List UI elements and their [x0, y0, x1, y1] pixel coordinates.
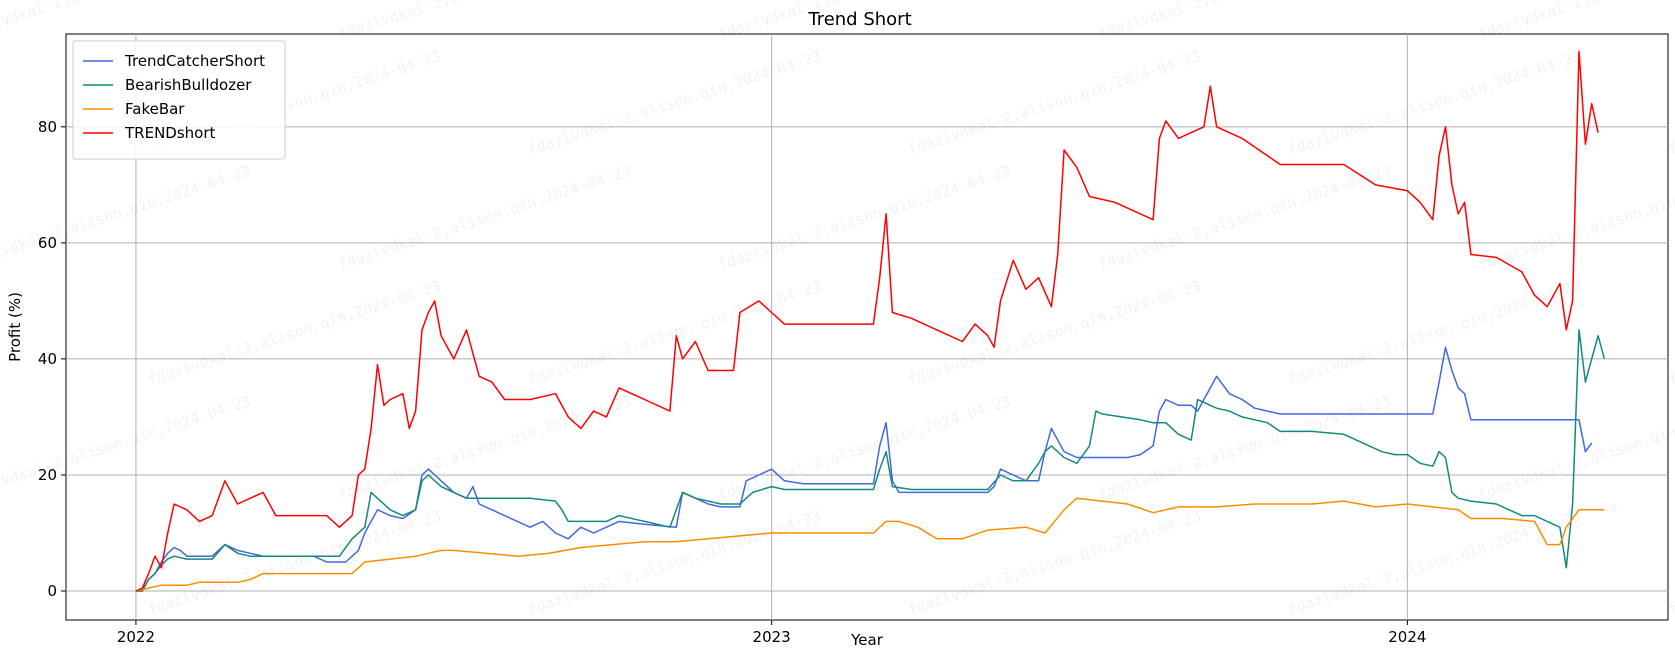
- y-tick-label: 0: [47, 582, 57, 600]
- chart-title: Trend Short: [807, 9, 911, 30]
- watermark-text: fdazlvdkal-2,alison.qin,2024-04-23: [1476, 0, 1675, 44]
- series-line-trendshort: [135, 50, 1599, 592]
- watermark-text: fdazlvdkal-2,alison.qin,2024-04-23: [1666, 277, 1675, 389]
- watermark-text: fdazlvdkal-2,alison.qin,2024-04-23: [0, 0, 253, 44]
- watermark-text: fdazlvdkal-2,alison.qin,2024-04-23: [336, 162, 634, 274]
- y-axis-title: Profit (%): [6, 292, 24, 362]
- legend-label: BearishBulldozer: [125, 76, 252, 94]
- x-tick-label: 2024: [1388, 628, 1426, 646]
- watermark-text: fdazlvdkal-2,alison.qin,2024-04-23: [146, 277, 444, 389]
- watermark-text: fdazlvdkal-2,alison.qin,2024-04-23: [1286, 277, 1584, 389]
- series-line-fakebar: [135, 497, 1605, 592]
- watermark-text: fdazlvdkal-2,alison.qin,2024-04-23: [526, 277, 824, 389]
- watermark-text: fdazlvdkal-2,alison.qin,2024-04-23: [1286, 47, 1584, 159]
- watermark-text: fdazlvdkal-2,alison.qin,2024-04-23: [526, 507, 824, 619]
- series-line-trendcatchershort: [135, 346, 1593, 592]
- watermark-text: fdazlvdkal-2,alison.qin,2024-04-23: [1666, 507, 1675, 619]
- watermark-text: fdazlvdkal-2,alison.qin,2024-04-23: [1096, 0, 1394, 44]
- y-tick-label: 40: [38, 350, 57, 368]
- watermark-text: fdazlvdkal-2,alison.qin,2024-04-23: [336, 0, 634, 44]
- watermark-text: fdazlvdkal-2,alison.qin,2024-04-23: [906, 507, 1204, 619]
- x-tick-label: 2022: [117, 628, 155, 646]
- x-axis-ticks: 2022 2023 2024: [117, 620, 1426, 646]
- y-tick-label: 60: [38, 234, 57, 252]
- x-tick-label: 2023: [753, 628, 791, 646]
- watermark-text: fdazlvdkal-2,alison.qin,2024-04-23: [146, 507, 444, 619]
- watermark-text: fdazlvdkal-2,alison.qin,2024-04-23: [0, 162, 253, 274]
- y-tick-label: 20: [38, 466, 57, 484]
- y-axis-ticks: 0 20 40 60 80: [38, 118, 66, 600]
- plot-frame: [65, 33, 1669, 621]
- legend-label: FakeBar: [125, 100, 185, 118]
- legend-label: TrendCatcherShort: [124, 52, 265, 70]
- watermark-text: fdazlvdkal-2,alison.qin,2024-04-23: [1286, 507, 1584, 619]
- watermark-text: fdazlvdkal-2,alison.qin,2024-04-23: [336, 392, 634, 504]
- watermark-text: fdazlvdkal-2,alison.qin,2024-04-23: [906, 277, 1204, 389]
- series-line-bearishbulldozer: [135, 329, 1606, 592]
- watermark-text: fdazlvdkal-2,alison.qin,2024-04-23: [1096, 392, 1394, 504]
- watermark-text: fdazlvdkal-2,alison.qin,2024-04-23: [1666, 47, 1675, 159]
- legend: TrendCatcherShort BearishBulldozer FakeBar…: [72, 40, 286, 160]
- watermark-text: fdazlvdkal-2,alison.qin,2024-04-23: [0, 392, 253, 504]
- legend-box: [72, 40, 286, 160]
- x-axis-title: Year: [850, 631, 884, 649]
- legend-label: TRENDshort: [124, 124, 215, 142]
- watermark-text: fdazlvdkal-2,alison.qin,2024-04-23: [716, 392, 1014, 504]
- watermark-text: fdazlvdkal-2,alison.qin,2024-04-23: [526, 47, 824, 159]
- series-lines: [135, 50, 1606, 592]
- watermark-text: fdazlvdkal-2,alison.qin,2024-04-23: [1096, 162, 1394, 274]
- watermark-text: fdazlvdkal-2,alison.qin,2024-04-23: [716, 162, 1014, 274]
- y-tick-label: 80: [38, 118, 57, 136]
